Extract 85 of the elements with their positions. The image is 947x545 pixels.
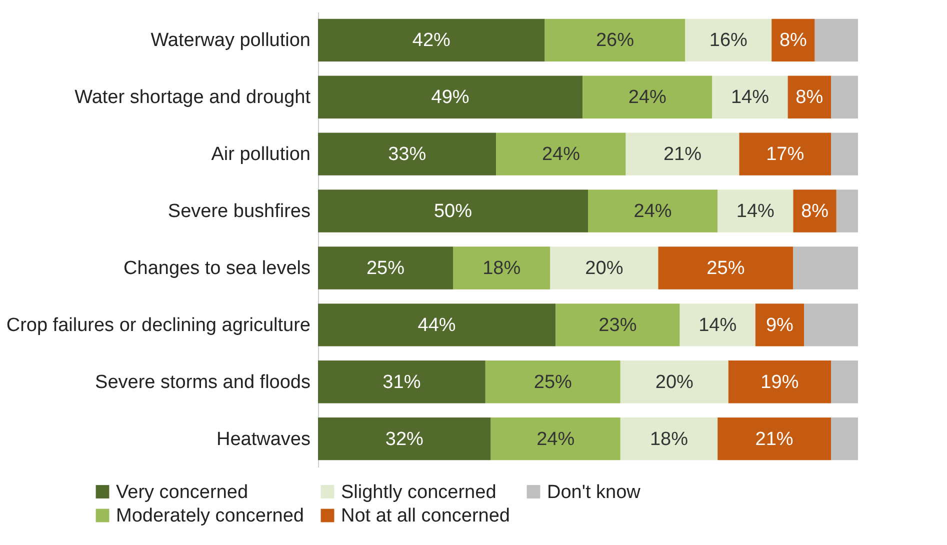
y-tick-label: Water shortage and drought <box>74 87 312 108</box>
bar <box>453 246 550 290</box>
data-label: 24% <box>536 428 575 450</box>
bar <box>550 246 658 290</box>
data-label: 50% <box>434 201 472 222</box>
bar <box>831 360 858 404</box>
data-label: 33% <box>388 144 426 166</box>
bar <box>718 417 831 460</box>
y-tick-label: Changes to sea levels <box>124 258 310 279</box>
bar <box>496 132 626 176</box>
y-tick-label: Heatwaves <box>216 428 310 450</box>
bar <box>318 18 545 62</box>
bar <box>804 304 858 346</box>
data-label: 18% <box>482 258 521 279</box>
data-label: 16% <box>709 30 748 52</box>
bar <box>718 190 794 232</box>
data-label: 25% <box>706 258 745 279</box>
bar <box>788 76 831 118</box>
data-label: 23% <box>598 314 637 336</box>
bar <box>739 132 831 176</box>
data-label: 32% <box>385 428 424 450</box>
y-tick-label: Severe storms and floods <box>95 372 310 393</box>
data-label: 8% <box>801 201 829 222</box>
bar <box>582 76 712 118</box>
bar <box>544 18 686 62</box>
data-label: 21% <box>755 428 794 450</box>
data-label: 14% <box>730 87 770 108</box>
bar <box>728 360 831 404</box>
data-label: 25% <box>534 372 572 393</box>
data-label: 26% <box>596 30 634 52</box>
legend-label: Slightly concerned <box>341 482 496 503</box>
bar <box>620 417 718 460</box>
bar <box>831 76 858 118</box>
data-label: 8% <box>779 30 808 52</box>
bar <box>836 190 858 232</box>
data-label: 8% <box>796 87 824 108</box>
data-label: 14% <box>736 201 775 222</box>
data-label: 49% <box>431 87 470 108</box>
bar <box>588 190 718 232</box>
data-label: 21% <box>663 144 702 166</box>
bar <box>318 132 496 176</box>
legend-label: Not at all concerned <box>341 506 510 526</box>
data-label: 20% <box>585 258 624 279</box>
bar <box>831 417 858 460</box>
legend-label: Very concerned <box>116 482 248 503</box>
bar <box>318 246 453 290</box>
bar <box>318 304 556 346</box>
data-label: 42% <box>412 30 451 52</box>
data-label: 24% <box>628 87 667 108</box>
data-label: 18% <box>650 428 688 450</box>
legend-label: Moderately concerned <box>116 506 304 526</box>
bar <box>755 304 804 346</box>
data-label: 24% <box>634 201 672 222</box>
bar <box>793 246 858 290</box>
bar <box>658 246 794 290</box>
y-tick-label: Crop failures or declining agriculture <box>6 314 310 336</box>
bar <box>556 304 680 346</box>
bar <box>626 132 740 176</box>
y-tick-label: Air pollution <box>211 144 310 166</box>
bar <box>831 132 858 176</box>
bar <box>620 360 728 404</box>
data-label: 25% <box>366 258 405 279</box>
bar <box>772 18 815 62</box>
bar <box>685 18 772 62</box>
data-label: 19% <box>760 372 799 393</box>
bar <box>712 76 788 118</box>
bar <box>318 417 491 460</box>
data-label: 9% <box>766 314 794 336</box>
y-tick-label: Waterway pollution <box>150 30 310 52</box>
data-label: 24% <box>542 144 580 166</box>
bar <box>318 76 583 118</box>
data-label: 17% <box>766 144 804 166</box>
bar <box>793 190 836 232</box>
bar <box>318 190 588 232</box>
y-tick-label: Severe bushfires <box>168 201 310 222</box>
data-label: 14% <box>698 314 737 336</box>
data-label: 20% <box>655 372 694 393</box>
bar <box>490 417 620 460</box>
bar <box>680 304 756 346</box>
bar <box>814 18 858 62</box>
bar <box>318 360 486 404</box>
data-label: 44% <box>418 314 456 336</box>
data-label: 31% <box>382 372 421 393</box>
legend-label: Don't know <box>547 482 641 503</box>
bar <box>485 360 620 404</box>
